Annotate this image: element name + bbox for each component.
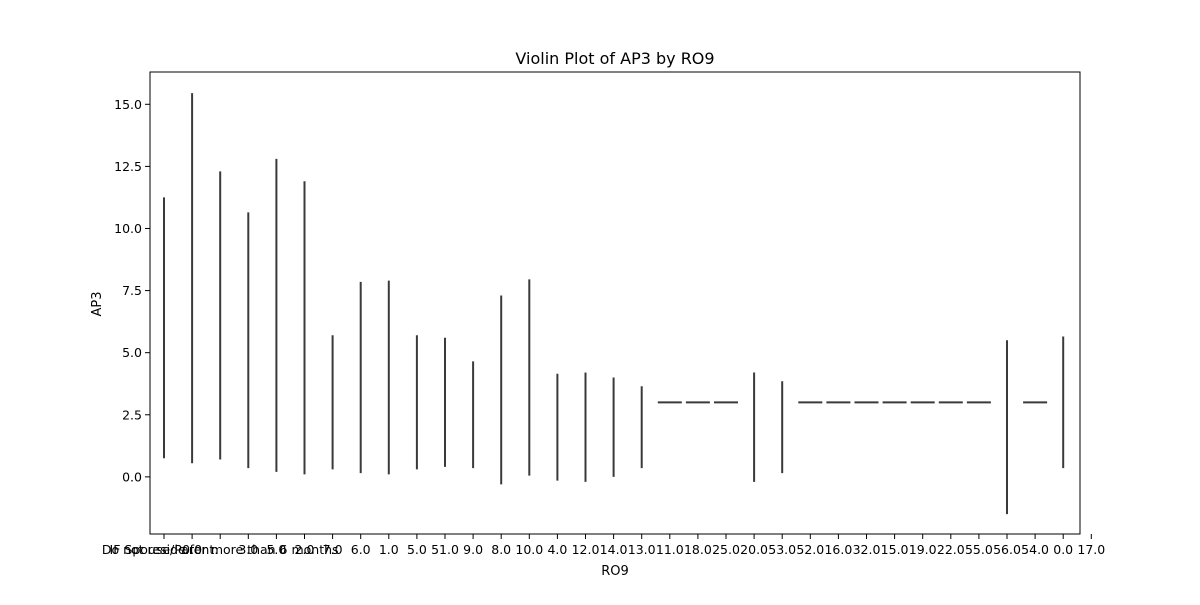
x-tick-label: 8.0 [491,542,511,557]
x-tick-label: 52.0 [796,542,824,557]
x-axis-label: RO9 [601,564,629,579]
x-axis-ticks: IF Spouse/Parent:0.0Do not reside for mo… [102,534,1105,557]
x-tick-label: 0.0 [182,542,202,557]
x-tick-label: 2.0 [295,542,315,557]
x-tick-label: 32.0 [853,542,881,557]
x-tick-label: 53.0 [768,542,796,557]
y-tick-label: 0.0 [122,469,142,484]
y-axis-label: AP3 [90,291,105,316]
x-tick-label: 6.0 [351,542,371,557]
y-tick-label: 2.5 [122,407,142,422]
x-tick-label: 51.0 [431,542,459,557]
x-tick-label: 12.0 [572,542,600,557]
x-tick-label: 18.0 [684,542,712,557]
x-tick-label: IF Spouse/Parent: [110,542,219,557]
x-tick-label: 7.0 [323,542,343,557]
x-tick-label: 0.0 [1053,542,1073,557]
y-tick-label: 15.0 [114,97,142,112]
x-tick-label: 3.0 [238,542,258,557]
x-tick-label: 1.0 [379,542,399,557]
x-tick-label: 54.0 [1021,542,1049,557]
plot-frame [149,71,1081,535]
x-tick-label: 10.0 [515,542,543,557]
y-tick-label: 12.5 [114,159,142,174]
x-tick-label: 19.0 [909,542,937,557]
x-tick-label: 55.0 [965,542,993,557]
x-tick-label: Do not reside for more than 6 months [102,542,339,557]
y-tick-label: 7.5 [122,283,142,298]
violin-marks [163,93,1065,515]
x-tick-label: 5.0 [407,542,427,557]
x-tick-label: 11.0 [656,542,684,557]
x-tick-label: 9.0 [463,542,483,557]
x-tick-label: 17.0 [1077,542,1105,557]
x-tick-label: 56.0 [993,542,1021,557]
x-tick-label: 4.0 [547,542,567,557]
x-tick-label: 25.0 [712,542,740,557]
y-tick-label: 5.0 [122,345,142,360]
x-tick-label: 5.0 [266,542,286,557]
x-tick-label: 15.0 [881,542,909,557]
y-axis-ticks: 0.0 2.5 5.0 7.5 10.0 12.5 15.0 [114,97,150,484]
y-tick-label: 10.0 [114,221,142,236]
x-tick-label: 20.0 [740,542,768,557]
x-tick-label: 22.0 [937,542,965,557]
chart-title: Violin Plot of AP3 by RO9 [515,49,714,68]
x-tick-label: 16.0 [824,542,852,557]
x-tick-label: 14.0 [600,542,628,557]
x-tick-label: 13.0 [628,542,656,557]
